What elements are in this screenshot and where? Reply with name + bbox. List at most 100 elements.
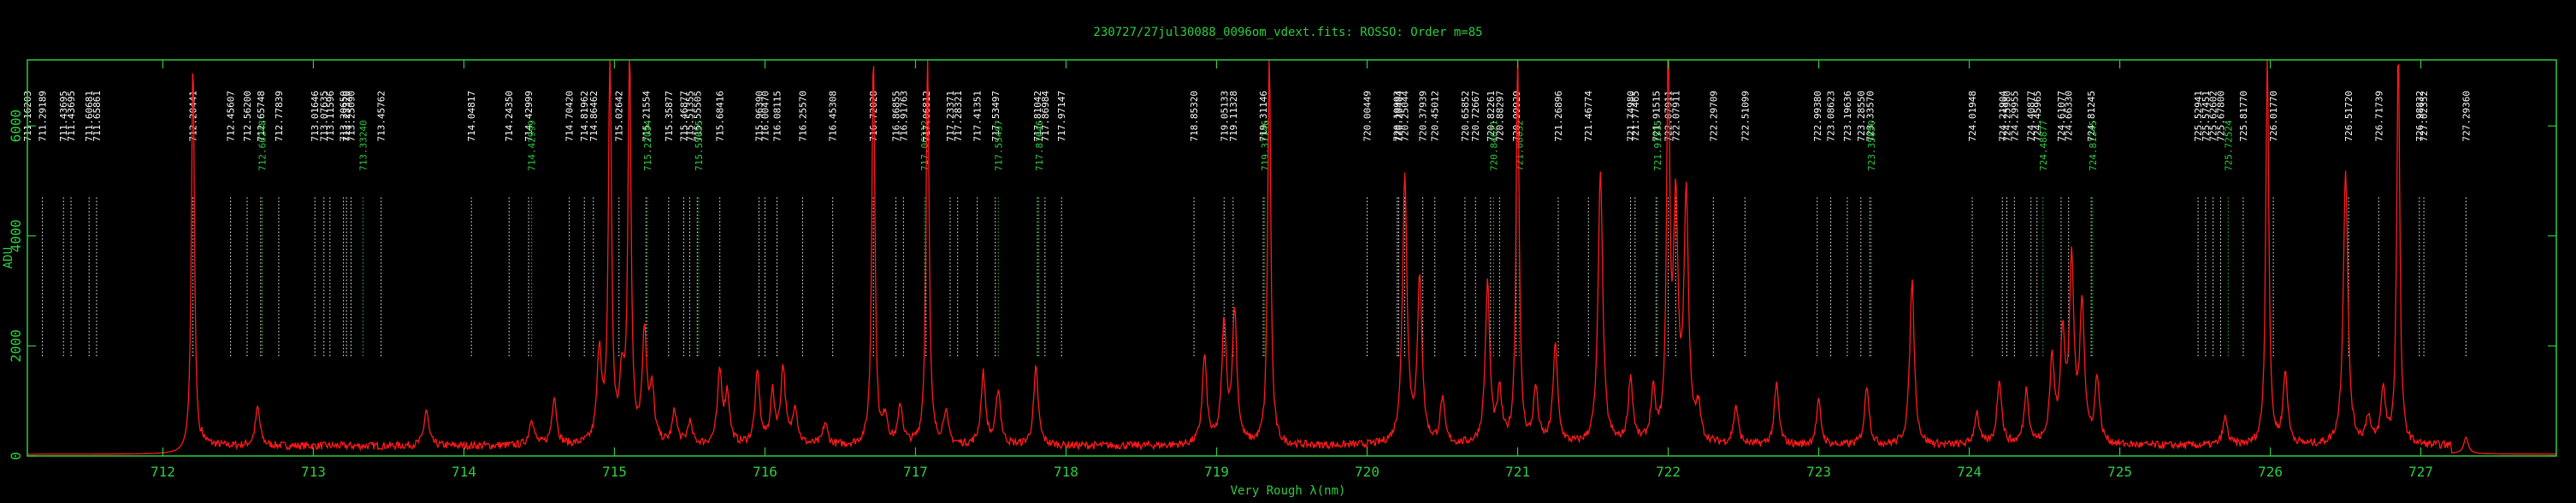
line-id-label: 721.00032 [1514, 120, 1525, 171]
line-id-label: 715.22054 [642, 120, 653, 171]
line-id-label: 713.11596 [325, 91, 336, 142]
spectrum-line [27, 59, 2556, 455]
line-id-label: 725.67800 [2215, 91, 2226, 142]
line-id-label: 715.68416 [715, 91, 726, 142]
line-id-label: 725.52941 [2193, 91, 2204, 142]
x-tick-label: 727 [2408, 464, 2433, 480]
line-id-label: 715.02642 [614, 91, 625, 142]
line-id-label: 719.31146 [1258, 91, 1269, 142]
line-id-label: 724.45965 [2032, 91, 2043, 142]
line-id-label: 724.40877 [2026, 91, 2037, 142]
line-id-label: 726.71739 [2373, 91, 2384, 142]
line-id-label: 717.55497 [993, 120, 1004, 171]
line-id-label: 722.51099 [1740, 91, 1751, 142]
line-id-label: 723.19636 [1842, 91, 1853, 142]
line-id-label: 712.77839 [274, 91, 285, 142]
line-id-label: 720.37939 [1418, 91, 1429, 142]
line-id-label: 720.88297 [1494, 91, 1505, 142]
line-id-label: 721.91515 [1651, 91, 1662, 142]
y-tick-label: 6000 [8, 109, 24, 143]
x-tick-label: 726 [2258, 464, 2283, 480]
line-id-label: 720.19993 [1392, 91, 1403, 142]
y-tick-label: 4000 [8, 220, 24, 253]
line-id-label: 716.25570 [797, 91, 808, 142]
line-id-label: 713.45762 [376, 91, 387, 142]
x-tick-label: 725 [2107, 464, 2132, 480]
line-id-label: 721.77465 [1630, 91, 1641, 142]
line-id-label: 724.25980 [2002, 91, 2013, 142]
line-id-label: 713.23320 [341, 91, 352, 142]
line-id-label: 715.35877 [664, 91, 675, 142]
line-id-label: 715.55505 [692, 91, 703, 142]
line-id-label: 724.48877 [2038, 120, 2049, 171]
line-id-label: 725.62602 [2208, 91, 2219, 142]
x-tick-label: 720 [1355, 464, 1380, 480]
line-id-label: 724.81245 [2086, 91, 2097, 142]
line-id-label: 716.45308 [828, 91, 839, 142]
line-id-label: 716.91763 [898, 91, 909, 142]
line-id-label: 720.72667 [1470, 91, 1481, 142]
line-id-label: 711.65861 [92, 91, 103, 142]
line-id-label: 711.43695 [58, 91, 69, 142]
line-id-label: 719.11328 [1228, 91, 1239, 142]
line-id-label: 720.00449 [1362, 91, 1374, 142]
line-id-label: 715.96390 [753, 91, 765, 142]
line-id-label: 723.28550 [1856, 91, 1867, 142]
line-id-label: 713.33240 [358, 120, 369, 171]
line-id-label: 724.66330 [2064, 91, 2075, 142]
line-id-label: 715.21554 [641, 91, 652, 142]
x-tick-label: 718 [1054, 464, 1078, 480]
line-id-label: 726.01770 [2268, 91, 2279, 142]
line-id-label: 716.00470 [759, 91, 771, 142]
line-id-label: 715.55655 [694, 120, 705, 171]
line-id-label: 722.07911 [1670, 91, 1681, 142]
y-axis: 0 2000 4000 6000 [8, 109, 2556, 460]
x-tick-label: 715 [602, 464, 627, 480]
line-id-label: 711.60681 [84, 91, 95, 142]
x-tick-label: 712 [151, 464, 175, 480]
line-id-label: 724.21904 [1997, 91, 2008, 142]
line-id-label: 717.28321 [953, 91, 964, 142]
line-id-label: 717.23371 [945, 91, 956, 142]
line-id-label: 716.08115 [772, 91, 783, 142]
line-id-label: 723.35850 [1866, 120, 1877, 171]
line-id-label: 712.45607 [226, 91, 237, 142]
line-id-label: 720.82261 [1486, 91, 1497, 142]
line-id-label: 723.08623 [1826, 91, 1837, 142]
line-id-label: 717.86984 [1040, 91, 1051, 142]
line-id-label: 717.97147 [1056, 91, 1067, 142]
x-tick-label: 721 [1505, 464, 1530, 480]
line-id-label: 714.81962 [579, 91, 590, 142]
line-id-label: 724.29955 [2009, 91, 2020, 142]
line-id-label: 714.24350 [504, 91, 515, 142]
line-id-label: 726.51720 [2343, 91, 2354, 142]
plot-frame [27, 59, 2557, 457]
x-axis: 712 713 714 715 716 717 718 719 720 721 722 723 724 7… [151, 60, 2433, 480]
line-id-label: 714.04817 [466, 91, 477, 142]
line-id-label: 713.01646 [310, 91, 321, 142]
line-id-label: 717.53497 [990, 91, 1001, 142]
line-id-label: 711.29189 [38, 91, 49, 142]
x-tick-label: 717 [903, 464, 928, 480]
line-id-label: 718.85320 [1189, 91, 1200, 142]
line-id-label: 721.74980 [1626, 91, 1637, 142]
line-id-label: 721.46774 [1583, 91, 1594, 142]
line-id-label: 720.65852 [1460, 91, 1471, 142]
line-id-label: 720.84621 [1488, 120, 1499, 171]
x-tick-label: 714 [452, 464, 476, 480]
line-id-label: 712.65748 [256, 91, 267, 142]
chart-title: 230727/27jul30088_0096om_vdext.fits: ROS… [1093, 26, 1482, 39]
line-id-label: 719.31146 [1260, 120, 1271, 171]
line-id-label: 712.56200 [242, 91, 253, 142]
x-tick-label: 722 [1656, 464, 1681, 480]
line-id-label: 720.25044 [1400, 91, 1411, 142]
line-id-label: 715.46877 [678, 91, 689, 142]
line-id-label: 720.20404 [1393, 91, 1404, 142]
line-id-label: 727.02352 [2419, 91, 2430, 142]
line-id-label: 725.81770 [2238, 91, 2249, 142]
line-id-label: 717.06212 [919, 120, 931, 171]
line-id-label: 714.42999 [527, 120, 538, 171]
line-id-label: 713.07635 [319, 91, 330, 142]
